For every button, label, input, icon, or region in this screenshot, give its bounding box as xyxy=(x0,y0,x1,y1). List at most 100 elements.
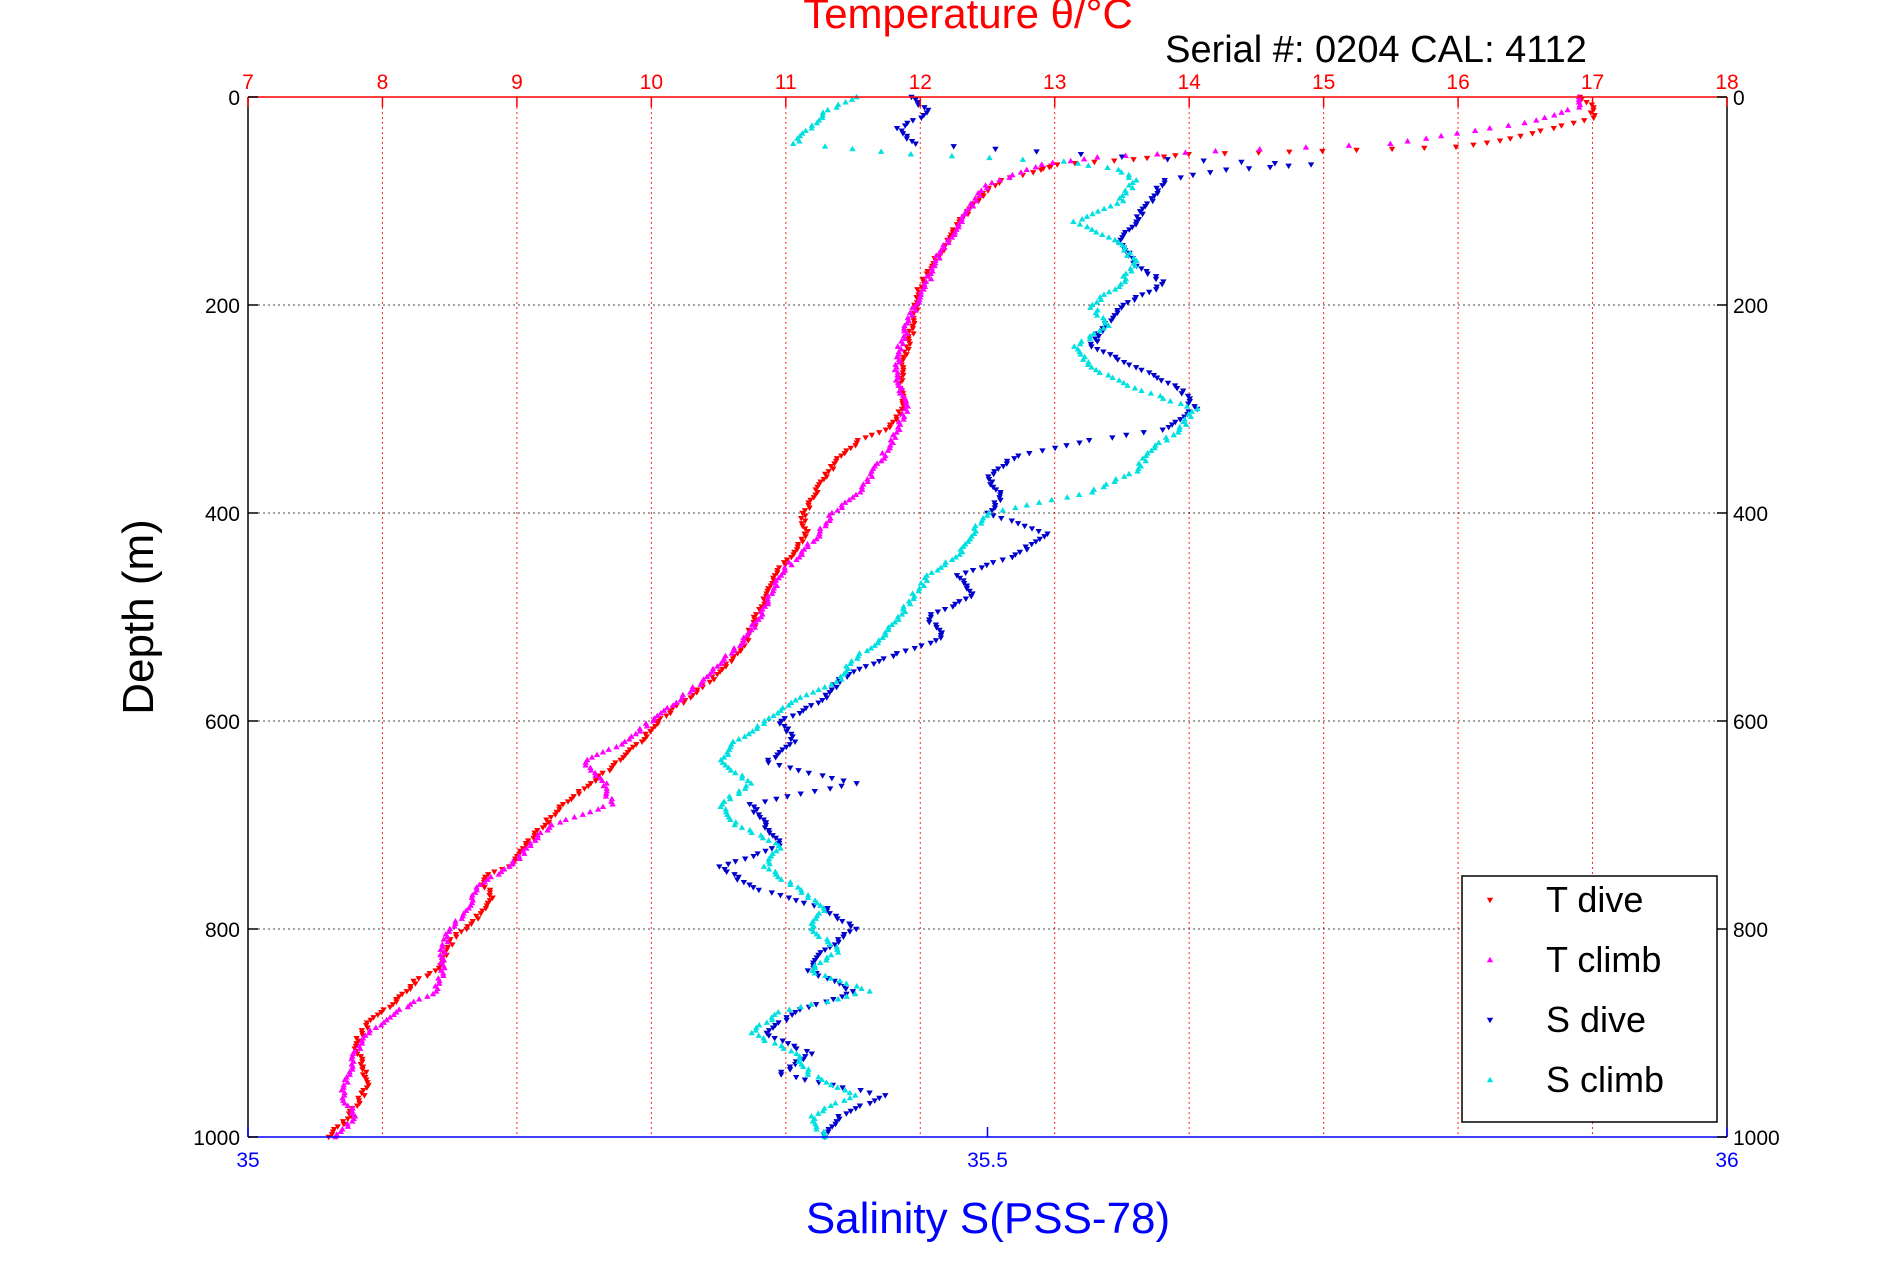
data-point xyxy=(804,894,812,901)
data-point xyxy=(955,221,963,227)
data-point xyxy=(736,642,744,648)
data-point xyxy=(834,996,842,1002)
data-point xyxy=(834,916,841,922)
data-point xyxy=(895,382,902,388)
data-point xyxy=(936,249,944,256)
data-point xyxy=(888,621,896,628)
data-point xyxy=(802,513,809,519)
data-point xyxy=(838,676,845,682)
x-axis-label: Salinity S(PSS-78) xyxy=(806,1194,1170,1243)
data-point xyxy=(797,886,805,893)
data-point xyxy=(908,138,916,145)
data-point xyxy=(821,1131,828,1137)
data-point xyxy=(1125,174,1133,180)
data-point xyxy=(1017,169,1025,175)
data-point xyxy=(906,341,914,348)
data-point xyxy=(1092,366,1100,373)
data-point xyxy=(944,236,952,243)
data-point xyxy=(793,1046,800,1052)
series-s-dive xyxy=(716,94,1315,1141)
data-point xyxy=(1165,424,1172,431)
data-point xyxy=(793,1050,800,1057)
data-point xyxy=(734,877,741,883)
data-point xyxy=(781,564,788,570)
data-point xyxy=(998,515,1005,522)
data-point xyxy=(1094,208,1102,214)
data-point xyxy=(1105,234,1113,240)
data-point xyxy=(841,499,849,505)
legend-marker xyxy=(1486,956,1494,963)
depth-tick-label-right: 1000 xyxy=(1733,1127,1780,1150)
temperature-tick-label: 14 xyxy=(1178,71,1202,94)
data-point xyxy=(751,624,758,630)
data-point xyxy=(1132,365,1140,371)
data-point xyxy=(838,453,845,459)
data-point xyxy=(903,320,911,326)
data-point xyxy=(757,613,765,620)
data-point xyxy=(722,806,729,812)
data-point xyxy=(1120,273,1127,279)
data-point xyxy=(800,1063,807,1070)
data-point xyxy=(1286,149,1293,156)
data-point xyxy=(412,981,419,987)
data-point xyxy=(349,1110,356,1116)
data-point xyxy=(1132,222,1140,228)
data-point xyxy=(1032,539,1040,545)
data-point xyxy=(832,1121,839,1128)
data-point xyxy=(1183,403,1191,409)
data-point xyxy=(786,765,794,771)
data-point xyxy=(432,968,439,974)
data-point xyxy=(1529,131,1536,137)
data-point xyxy=(867,645,875,651)
legend-marker xyxy=(1486,1076,1494,1083)
data-point xyxy=(1123,432,1130,439)
data-point xyxy=(833,944,841,950)
data-point xyxy=(341,1100,348,1106)
data-point xyxy=(1100,349,1107,355)
data-point xyxy=(410,998,417,1005)
data-point xyxy=(893,125,901,132)
data-point xyxy=(1085,359,1092,365)
data-point xyxy=(811,970,818,976)
data-point xyxy=(1128,268,1135,274)
data-point xyxy=(1200,158,1207,164)
data-point xyxy=(808,125,815,131)
data-point xyxy=(731,821,738,828)
data-point xyxy=(1180,418,1187,425)
data-point xyxy=(827,951,835,958)
data-point xyxy=(921,281,928,287)
data-point xyxy=(796,554,803,560)
data-point xyxy=(1101,317,1109,323)
data-point xyxy=(687,695,694,701)
data-point xyxy=(1148,447,1155,453)
data-point xyxy=(1125,470,1133,477)
temperature-tick-label: 8 xyxy=(377,71,389,94)
data-point xyxy=(813,899,821,906)
data-point xyxy=(976,192,984,199)
data-point xyxy=(582,762,589,768)
data-point xyxy=(1093,299,1101,305)
data-point xyxy=(780,1045,787,1051)
data-point xyxy=(341,1076,349,1083)
data-point xyxy=(654,712,661,719)
data-point xyxy=(911,645,918,652)
data-point xyxy=(735,736,743,742)
data-point xyxy=(826,690,833,696)
data-point xyxy=(626,736,633,742)
data-point xyxy=(481,879,489,885)
data-point xyxy=(856,666,863,673)
data-point xyxy=(765,866,773,872)
data-point xyxy=(1074,160,1082,166)
data-point xyxy=(1182,149,1189,155)
data-point xyxy=(788,699,795,706)
data-point xyxy=(896,390,904,396)
data-point xyxy=(468,921,475,927)
data-point xyxy=(823,957,830,963)
data-point xyxy=(754,723,761,729)
data-point xyxy=(660,707,668,713)
data-point xyxy=(1083,223,1091,230)
data-point xyxy=(813,1126,820,1132)
data-point xyxy=(647,729,654,735)
data-point xyxy=(862,664,870,670)
data-point xyxy=(986,154,993,161)
